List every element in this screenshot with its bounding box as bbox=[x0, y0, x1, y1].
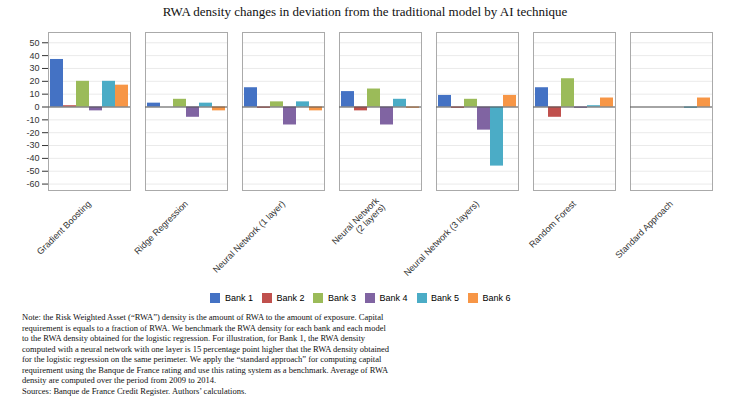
svg-text:-40: -40 bbox=[26, 153, 39, 163]
svg-text:-10: -10 bbox=[26, 115, 39, 125]
html-text:Bank 1: Bank 1 bbox=[224, 292, 253, 303]
svg-text:Standard Approach: Standard Approach bbox=[613, 199, 675, 261]
html-text:for the logistic regression on: for the logistic regression on the same … bbox=[22, 354, 382, 364]
svg-text:-60: -60 bbox=[26, 179, 39, 189]
svg-text:20: 20 bbox=[29, 76, 39, 86]
html-text:Note: the Risk Weighted Asset: Note: the Risk Weighted Asset (“RWA”) de… bbox=[22, 312, 384, 322]
svg-text:40: 40 bbox=[29, 51, 39, 61]
html-text:Bank 2: Bank 2 bbox=[276, 292, 305, 303]
html-text:density are computed over the: density are computed over the period fro… bbox=[22, 375, 216, 385]
svg-text:-50: -50 bbox=[26, 166, 39, 176]
svg-text:Ridge Regression: Ridge Regression bbox=[132, 199, 190, 257]
html-text:Bank 3: Bank 3 bbox=[328, 292, 356, 303]
html-text:Sources: Banque de France Cred: Sources: Banque de France Credit Registe… bbox=[22, 385, 247, 396]
html-text:RWA density changes in deviati: RWA density changes in deviation from th… bbox=[162, 4, 568, 19]
svg-text:50: 50 bbox=[29, 38, 39, 48]
svg-text:0: 0 bbox=[34, 102, 39, 112]
html-text:Bank 5: Bank 5 bbox=[431, 292, 460, 303]
svg-text:Gradient Boosting: Gradient Boosting bbox=[35, 199, 93, 257]
svg-text:10: 10 bbox=[29, 89, 39, 99]
html-text:Bank 6: Bank 6 bbox=[482, 292, 511, 303]
svg-text:-30: -30 bbox=[26, 140, 39, 150]
svg-text:30: 30 bbox=[29, 63, 39, 73]
html-text:Bank 4: Bank 4 bbox=[379, 292, 408, 303]
html-text:requirement using the Banque d: requirement using the Banque de France r… bbox=[22, 364, 389, 375]
html-text:computed with a neural network: computed with a neural network with one … bbox=[22, 343, 390, 354]
svg-text:-20: -20 bbox=[26, 128, 39, 138]
svg-text:Random Forest: Random Forest bbox=[527, 198, 578, 249]
svg-text:Neural Network (3 layers): Neural Network (3 layers) bbox=[402, 199, 481, 278]
html-text:requirement is equals to a fra: requirement is equals to a fraction of R… bbox=[22, 322, 386, 333]
svg-text:Neural Network(2 layers): Neural Network(2 layers) bbox=[330, 195, 388, 253]
svg-text:Neural Network (1 layer): Neural Network (1 layer) bbox=[211, 199, 287, 275]
html-text:to the RWA density obtained fo: to the RWA density obtained for the logi… bbox=[22, 333, 365, 343]
